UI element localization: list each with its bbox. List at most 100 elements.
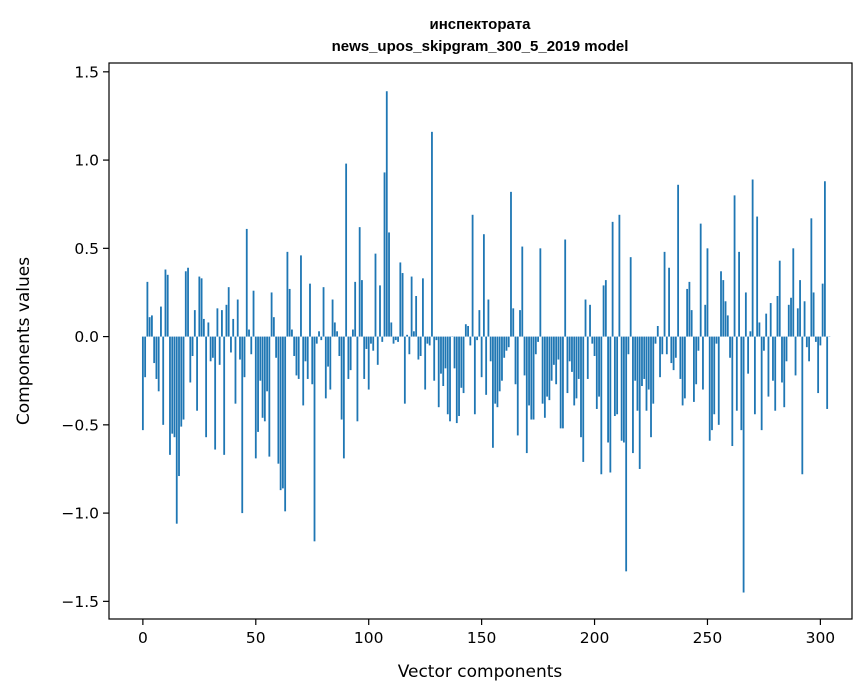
bar-261 <box>731 336 734 447</box>
bar-167 <box>519 310 521 337</box>
bar-26 <box>200 278 203 337</box>
bar-33 <box>216 308 219 337</box>
bar-72 <box>304 336 307 362</box>
bar-14 <box>173 336 176 438</box>
bar-67 <box>293 336 296 357</box>
bar-81 <box>324 336 327 399</box>
bar-135 <box>446 336 449 415</box>
bar-201 <box>595 336 598 409</box>
bar-247 <box>699 223 702 337</box>
bar-298 <box>814 336 817 342</box>
bar-168 <box>521 246 524 337</box>
bar-68 <box>295 336 298 376</box>
bar-290 <box>796 308 799 337</box>
bar-258 <box>724 301 727 337</box>
bar-6 <box>155 336 158 379</box>
bar-112 <box>394 336 397 341</box>
bar-158 <box>498 336 501 392</box>
bar-140 <box>458 336 460 417</box>
bar-152 <box>485 336 488 395</box>
bar-278 <box>769 303 772 337</box>
bar-302 <box>823 181 826 337</box>
bar-91 <box>347 336 350 379</box>
bar-242 <box>688 281 691 337</box>
bar-130 <box>435 336 438 341</box>
bar-16 <box>178 336 180 477</box>
bar-185 <box>559 336 562 429</box>
bar-82 <box>327 336 329 367</box>
bar-172 <box>530 336 533 420</box>
bar-39 <box>230 336 232 353</box>
bar-107 <box>383 172 386 337</box>
bar-35 <box>221 310 223 337</box>
bar-25 <box>198 276 201 337</box>
bar-296 <box>810 218 813 337</box>
chart-title: инспектората <box>429 16 531 33</box>
bar-281 <box>776 295 779 337</box>
bar-105 <box>379 285 381 337</box>
bar-153 <box>487 299 490 337</box>
bar-42 <box>236 299 239 337</box>
y-axis: −1.5 −1.0 −0.5 0.0 0.5 1.0 1.5 <box>61 63 109 611</box>
bar-103 <box>374 253 377 337</box>
bar-41 <box>234 336 237 404</box>
bar-63 <box>284 336 287 512</box>
bar-187 <box>564 239 567 337</box>
bar-202 <box>598 336 600 397</box>
bar-100 <box>367 336 370 390</box>
bar-253 <box>713 336 716 415</box>
bar-279 <box>772 336 774 381</box>
bar-30 <box>209 336 212 362</box>
bar-200 <box>593 336 596 357</box>
bar-83 <box>329 336 332 390</box>
bar-177 <box>541 336 544 404</box>
y-tick-label: 1.0 <box>74 152 99 170</box>
bar-138 <box>453 336 456 369</box>
bar-88 <box>340 336 343 420</box>
bar-239 <box>681 336 684 406</box>
x-tick-label: 50 <box>246 629 266 647</box>
bar-92 <box>349 336 352 371</box>
bar-109 <box>388 232 390 337</box>
bar-44 <box>241 336 244 514</box>
bar-160 <box>503 336 506 358</box>
x-axis: 0 50 100 150 200 250 300 <box>138 619 835 647</box>
bar-123 <box>419 336 422 357</box>
bar-263 <box>735 336 738 411</box>
x-tick-label: 0 <box>138 629 148 647</box>
bar-24 <box>196 336 198 411</box>
bar-154 <box>489 336 492 362</box>
bar-235 <box>672 336 675 371</box>
bar-50 <box>254 336 257 459</box>
bar-244 <box>693 336 695 402</box>
bar-282 <box>778 260 781 337</box>
bar-286 <box>787 304 790 337</box>
bar-271 <box>753 336 756 415</box>
bar-129 <box>433 336 436 381</box>
bar-266 <box>742 336 745 593</box>
bar-182 <box>552 336 555 365</box>
bar-173 <box>532 336 535 420</box>
bar-223 <box>645 336 648 411</box>
bar-102 <box>372 336 375 351</box>
bar-32 <box>214 336 217 450</box>
bar-93 <box>351 329 354 337</box>
bar-36 <box>223 336 226 455</box>
bar-111 <box>392 336 395 344</box>
y-tick-label: 0.5 <box>74 240 99 258</box>
bar-280 <box>774 336 777 411</box>
bar-65 <box>288 288 291 337</box>
bar-166 <box>516 336 519 436</box>
bar-49 <box>252 290 255 337</box>
bar-222 <box>643 336 646 379</box>
bar-53 <box>261 336 264 418</box>
bar-229 <box>659 336 661 378</box>
bar-269 <box>749 331 752 337</box>
bar-131 <box>437 336 440 408</box>
bar-3 <box>148 317 151 337</box>
bar-146 <box>471 214 474 337</box>
bar-156 <box>494 336 497 404</box>
bar-303 <box>826 336 829 409</box>
bar-217 <box>632 336 634 454</box>
bar-94 <box>354 281 357 337</box>
